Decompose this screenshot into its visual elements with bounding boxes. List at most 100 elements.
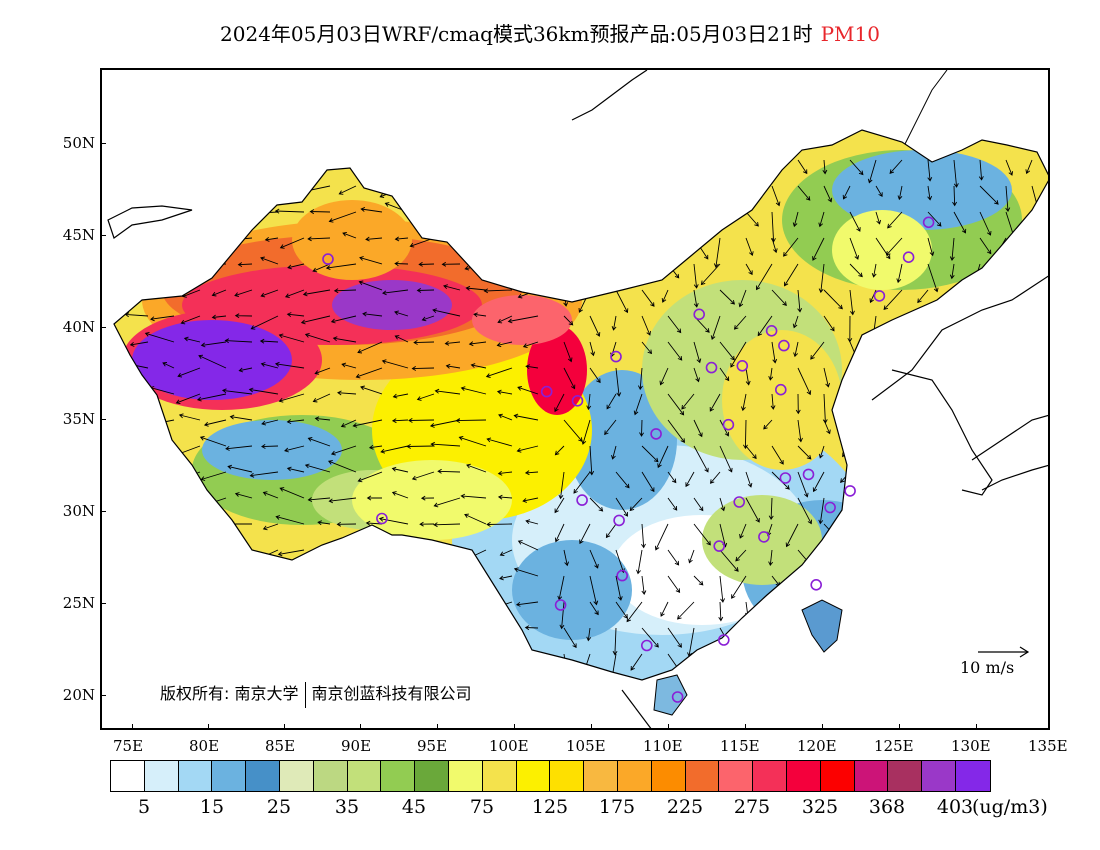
wind-arrow [745,211,759,227]
wind-arrow [1005,601,1019,620]
wind-arrow [466,463,487,473]
wind-arrow [330,445,357,456]
wind-arrow [797,679,805,680]
wind-arrow [716,679,721,680]
wind-arrow [849,159,864,176]
wind-arrow [849,601,857,622]
wind-arrow [794,601,799,618]
wind-arrow [521,652,539,658]
lon-label-130e: 130E [951,737,991,755]
wind-arrow [284,445,305,453]
wind-arrow [849,523,860,538]
wind-arrow [286,419,305,425]
wind-arrow [301,575,331,586]
wind-arrow [883,549,903,569]
wind-arrow [201,516,227,525]
wind-arrow [227,464,253,473]
wind-arrow [183,336,201,343]
wind-arrow [473,312,487,318]
wind-arrow [204,549,227,560]
legend-swatch [584,761,618,791]
wind-arrow [768,549,774,567]
legend-label: 275 [733,796,771,818]
wind-arrow [378,516,409,525]
wind-arrow [822,159,828,175]
wind-arrow [818,211,825,228]
wind-arrow [307,236,331,242]
lat-tick [100,419,106,420]
legend-swatch [550,761,585,791]
wind-arrow [1016,445,1033,464]
station-marker [717,634,730,646]
wind-arrow [823,653,830,667]
wind-arrow [222,672,253,680]
wind-arrow [150,315,175,322]
station-marker [613,514,625,527]
wind-arrow [250,315,279,330]
wind-arrow [888,445,903,461]
wind-arrow [394,310,409,317]
legend-swatch [753,761,787,791]
wind-arrow [589,549,599,569]
wind-arrow [410,651,435,657]
wind-arrow [524,470,539,476]
wind-arrow [641,185,649,198]
wind-arrow [225,445,253,451]
wind-arrow [971,549,981,565]
coastline-korea-east [891,369,993,496]
wind-arrow [563,237,575,261]
wind-arrow [314,367,331,375]
wind-arrow [406,444,435,449]
wind-arrow [437,468,461,474]
wind-arrow [433,497,461,508]
wind-arrow [1016,341,1033,363]
legend-swatch [448,761,483,791]
wind-arrow [965,523,981,542]
lon-tick [745,724,746,730]
wind-arrow [630,653,643,671]
wind-arrow [812,471,825,493]
wind-arrow [730,341,747,368]
wind-arrow [561,263,567,279]
wind-arrow [135,653,149,659]
wind-arrow [264,236,279,242]
wind-arrow [1005,263,1019,277]
legend-swatch [347,761,382,791]
wind-arrow [358,280,383,291]
wind-arrow [200,471,227,481]
wind-arrow [661,289,669,303]
wind-arrow [465,570,487,577]
wind-arrow [589,445,595,476]
wind-arrow [419,627,435,634]
wind-arrow [667,471,677,484]
wind-arrow [667,315,682,334]
wind-arrow [212,183,227,188]
wind-arrow [745,679,755,680]
legend-label: 368 [868,796,906,818]
wind-arrow [186,571,201,577]
wind-arrow [391,418,409,424]
wind-arrow [719,445,733,473]
wind-arrow [586,159,592,179]
wind-arrow [483,641,513,655]
wind-arrow [953,211,967,234]
legend-label: 5 [137,796,151,818]
wind-arrow [823,315,835,332]
wind-arrow [979,185,999,205]
wind-arrow [307,627,331,633]
wind-arrow [823,367,831,388]
station-marker [810,578,823,591]
wind-arrow [465,285,487,291]
wind-arrow [495,178,513,187]
wind-arrow [366,495,382,501]
wind-arrow [600,211,617,229]
wind-arrow [389,647,409,655]
wind-arrow [307,497,331,503]
wind-arrow [615,367,622,397]
wind-arrow [579,523,591,545]
lon-tick [822,724,823,730]
wind-arrow [849,237,860,260]
wind-arrow [144,331,175,343]
wind-arrow [128,675,149,680]
station-marker [765,324,778,337]
